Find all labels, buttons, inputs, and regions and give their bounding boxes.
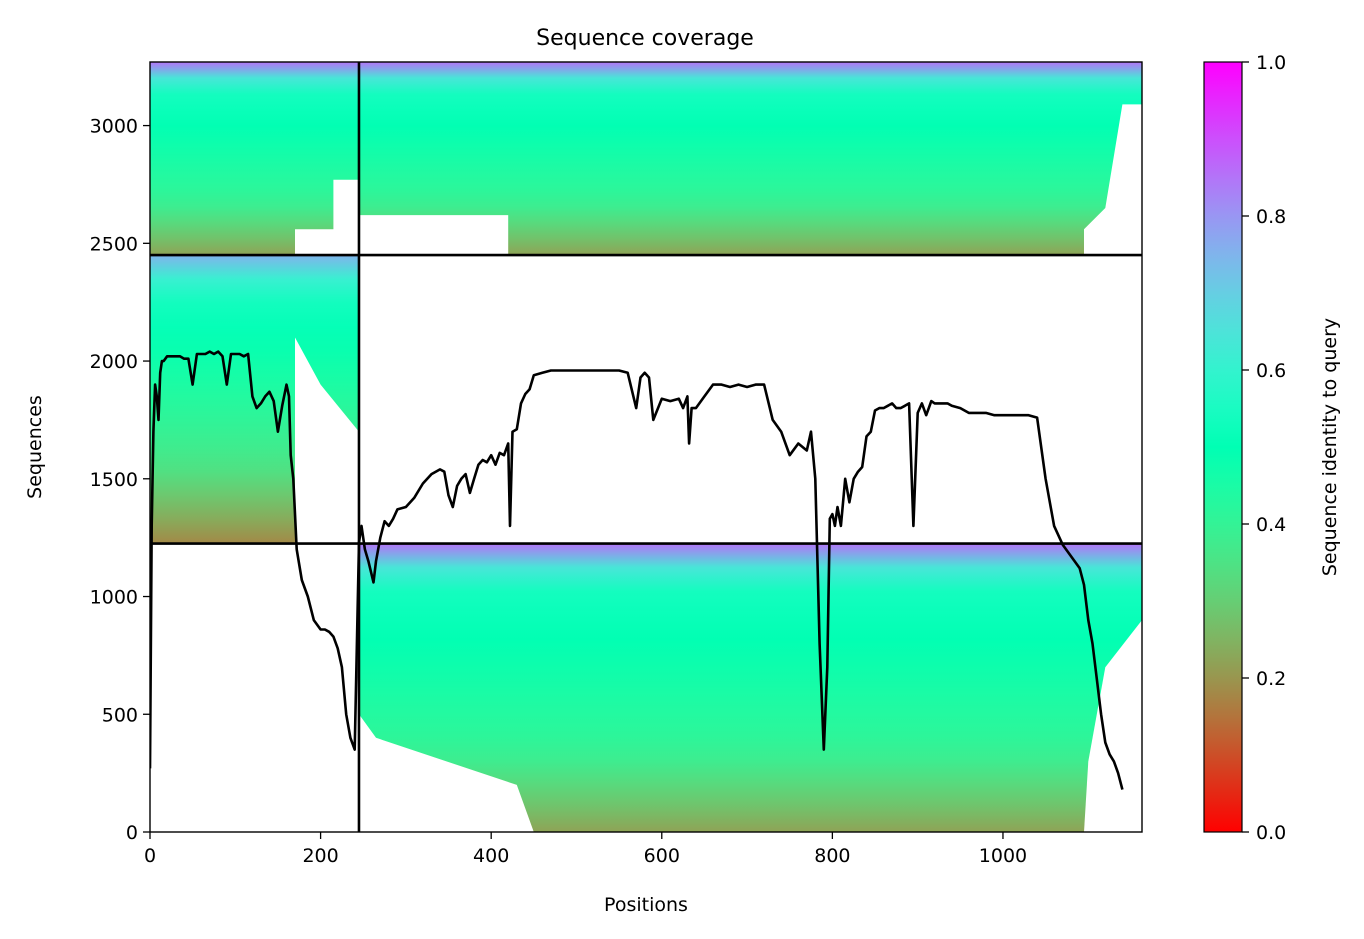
plot-frame	[149, 61, 1143, 833]
colorbar-tick-label: 0.8	[1256, 206, 1286, 228]
x-axis: 0 200 400 600 800 1000	[144, 832, 1027, 867]
coverage-gaps	[295, 104, 1142, 832]
coverage-gap	[359, 714, 534, 832]
colorbar-tick-label: 1.0	[1256, 52, 1286, 74]
colorbar-ticks: 0.0 0.2 0.4 0.6 0.8 1.0	[1242, 52, 1286, 844]
x-tick-label: 800	[814, 845, 850, 867]
y-tick-label: 1000	[90, 587, 138, 609]
colorbar-tick-label: 0.6	[1256, 360, 1286, 382]
x-tick-label: 600	[644, 845, 680, 867]
coverage-line	[150, 350, 1124, 790]
y-tick-label: 2500	[90, 233, 138, 255]
y-tick-label: 1500	[90, 469, 138, 491]
coverage-gap	[295, 179, 359, 256]
colorbar-tick-label: 0.4	[1256, 514, 1286, 536]
x-tick-label: 1000	[979, 845, 1027, 867]
coverage-gap	[359, 215, 509, 256]
coverage-block-top-left	[150, 62, 359, 256]
y-axis-label: Sequences	[24, 395, 46, 499]
coverage-gap	[1084, 620, 1142, 832]
x-tick-label: 400	[473, 845, 509, 867]
y-tick-label: 0	[126, 822, 138, 844]
y-tick-label: 500	[102, 704, 138, 726]
y-axis: 0 500 1000 1500 2000 2500 3000	[90, 116, 150, 844]
y-tick-label: 3000	[90, 116, 138, 138]
colorbar-tick-label: 0.2	[1256, 668, 1286, 690]
x-axis-label: Positions	[604, 894, 688, 916]
block-boundaries	[150, 62, 1142, 832]
chart-title: Sequence coverage	[536, 26, 754, 51]
plot-area	[150, 62, 1142, 832]
colorbar-tick-label: 0.0	[1256, 822, 1286, 844]
x-tick-label: 200	[302, 845, 338, 867]
colorbar-scale	[1203, 61, 1243, 833]
coverage-gap	[1084, 104, 1142, 256]
x-tick-label: 0	[144, 845, 156, 867]
colorbar-label: Sequence identity to query	[1319, 318, 1341, 576]
colorbar: 0.0 0.2 0.4 0.6 0.8 1.0 Sequence identity to …	[1203, 52, 1341, 844]
y-tick-label: 2000	[90, 351, 138, 373]
coverage-gap	[295, 337, 359, 544]
